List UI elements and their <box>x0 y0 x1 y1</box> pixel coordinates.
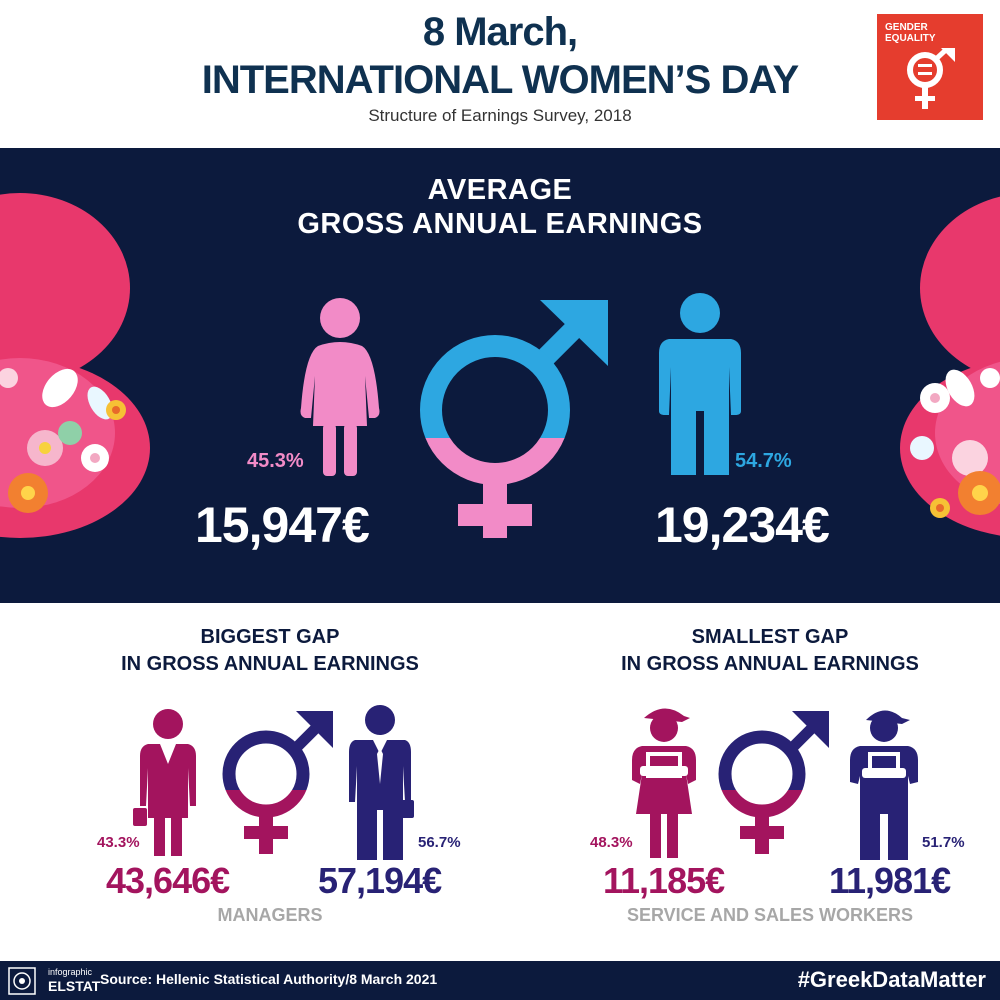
managers-male-share: 56.7% <box>418 834 461 851</box>
woman-icon <box>300 298 380 476</box>
service-female-earnings: 11,185€ <box>603 860 725 901</box>
average-female-share: 45.3% <box>247 450 304 472</box>
average-male-share: 54.7% <box>735 450 792 472</box>
service-male-earnings: 11,981€ <box>829 860 951 901</box>
male-manager-icon <box>349 705 414 860</box>
hashtag: #GreekDataMatter <box>797 967 986 992</box>
logo-name: ELSTAT <box>48 978 101 994</box>
service-gender-symbol-icon <box>718 711 829 854</box>
flower-decoration-left <box>0 193 150 538</box>
managers-female-earnings: 43,646€ <box>106 860 230 901</box>
logo-caption: infographic <box>48 967 93 977</box>
average-female-earnings: 15,947€ <box>195 497 370 553</box>
average-male-earnings: 19,234€ <box>655 497 830 553</box>
average-earnings-panel: AVERAGE GROSS ANNUAL EARNINGS 45.3% 54.7… <box>0 148 1000 603</box>
gender-equality-badge: GENDER EQUALITY <box>877 14 983 120</box>
elstat-logo: infographic ELSTAT <box>8 965 100 996</box>
female-manager-icon <box>133 709 196 856</box>
badge-label-line2: EQUALITY <box>885 33 936 44</box>
man-icon <box>659 293 741 475</box>
occupation-service-sales: SERVICE AND SALES WORKERS <box>626 905 914 925</box>
flower-decoration-right <box>900 196 1000 536</box>
average-title-line1: AVERAGE <box>427 174 573 206</box>
managers-female-share: 43.3% <box>97 834 140 851</box>
gender-symbol-icon <box>420 300 608 538</box>
page-title-line2: INTERNATIONAL WOMEN’S DAY <box>201 58 800 102</box>
average-title-line2: GROSS ANNUAL EARNINGS <box>297 208 703 240</box>
elstat-logo-icon <box>8 967 36 995</box>
badge-label-line1: GENDER <box>885 22 928 33</box>
occupation-managers: MANAGERS <box>217 905 323 925</box>
source-text: Source: Hellenic Statistical Authority/8… <box>100 971 438 987</box>
female-service-worker-icon <box>632 708 696 858</box>
managers-male-earnings: 57,194€ <box>318 860 442 901</box>
page-title-line1: 8 March, <box>422 10 578 54</box>
managers-gender-symbol-icon <box>222 711 333 854</box>
footer: infographic ELSTAT Source: Hellenic Stat… <box>0 961 1000 1000</box>
male-service-worker-icon <box>850 710 918 860</box>
smallest-gap-title: SMALLEST GAP IN GROSS ANNUAL EARNINGS <box>621 626 919 675</box>
header: 8 March, INTERNATIONAL WOMEN’S DAY Struc… <box>0 0 1000 148</box>
service-male-share: 51.7% <box>922 834 965 851</box>
biggest-gap-title: BIGGEST GAP IN GROSS ANNUAL EARNINGS <box>121 626 419 675</box>
service-female-share: 48.3% <box>590 834 633 851</box>
gender-equality-icon <box>907 48 955 109</box>
page-subtitle: Structure of Earnings Survey, 2018 <box>368 106 632 125</box>
